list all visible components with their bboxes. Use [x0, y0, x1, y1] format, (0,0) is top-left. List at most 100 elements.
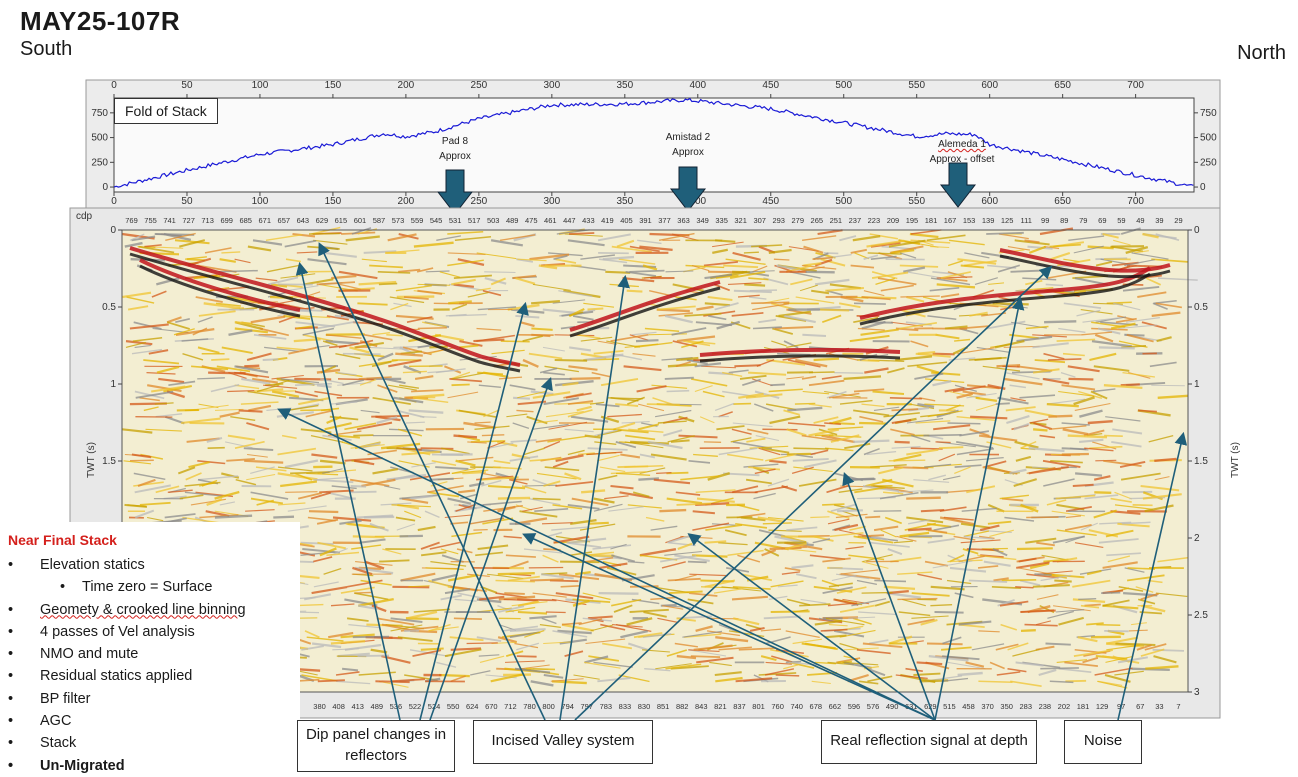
cdp-tick-label-top: 153	[963, 216, 976, 225]
seismic-wiggle	[715, 240, 735, 242]
cdp-tick-label-top: 685	[239, 216, 252, 225]
seismic-wiggle	[570, 378, 601, 379]
cdp-tick-label-bottom: 489	[371, 702, 384, 711]
fold-x-tick-label-bottom: 550	[908, 196, 925, 207]
seismic-wiggle	[692, 555, 728, 556]
seismic-wiggle	[810, 517, 829, 518]
seismic-wiggle	[221, 252, 240, 253]
cdp-tick-label-bottom: 202	[1058, 702, 1071, 711]
fold-x-tick-label-top: 250	[471, 80, 488, 91]
seismic-wiggle	[1020, 611, 1055, 613]
cdp-tick-label-top: 125	[1001, 216, 1014, 225]
cdp-tick-label-bottom: 408	[332, 702, 345, 711]
cdp-tick-label-top: 559	[411, 216, 424, 225]
cdp-tick-label-bottom: 380	[313, 702, 326, 711]
fold-x-tick-label-top: 700	[1127, 80, 1144, 91]
notes-list: Elevation statics Time zero = Surface Ge…	[0, 554, 300, 777]
seismic-wiggle	[688, 562, 707, 563]
seismic-wiggle	[309, 511, 338, 512]
cdp-tick-label-bottom: 33	[1155, 702, 1163, 711]
cdp-tick-label-top: 99	[1041, 216, 1049, 225]
seismic-wiggle	[353, 536, 385, 537]
seismic-wiggle	[1011, 271, 1044, 272]
cdp-tick-label-bottom: 780	[523, 702, 536, 711]
cdp-tick-label-bottom: 181	[1077, 702, 1090, 711]
cdp-tick-label-top: 49	[1136, 216, 1144, 225]
twt-axis-label-right: TWT (s)	[1230, 442, 1241, 478]
fold-x-tick-label-top: 550	[908, 80, 925, 91]
well-label-amistad2: Amistad 2 Approx	[652, 130, 724, 160]
seismic-wiggle	[656, 473, 671, 474]
seismic-wiggle	[793, 448, 828, 449]
cdp-tick-label-bottom: 837	[733, 702, 746, 711]
fold-x-tick-label-top: 600	[981, 80, 998, 91]
seismic-wiggle	[822, 504, 844, 505]
seismic-wiggle	[935, 612, 964, 613]
seismic-wiggle	[763, 523, 792, 524]
seismic-wiggle	[1046, 644, 1071, 645]
cdp-tick-label-top: 769	[125, 216, 138, 225]
seismic-wiggle	[454, 618, 482, 619]
cdp-tick-label-bottom: 458	[962, 702, 975, 711]
twt-tick-label-left: 0.5	[102, 302, 116, 313]
well-note: Approx	[652, 145, 724, 160]
twt-tick-label-right: 1.5	[1194, 456, 1208, 467]
fold-x-tick-label-bottom: 250	[471, 196, 488, 207]
cdp-tick-label-top: 111	[1020, 216, 1031, 225]
seismic-wiggle	[859, 423, 887, 424]
list-item-text: Geomety & crooked line binning	[40, 602, 246, 618]
cdp-tick-label-top: 209	[887, 216, 900, 225]
seismic-wiggle	[1033, 429, 1047, 430]
seismic-wiggle	[854, 303, 886, 304]
seismic-wiggle	[599, 593, 639, 594]
cdp-axis-label: cdp	[76, 211, 93, 222]
cdp-tick-label-bottom: 624	[466, 702, 479, 711]
seismic-wiggle	[452, 385, 470, 386]
seismic-wiggle	[358, 656, 390, 657]
seismic-wiggle	[691, 656, 720, 657]
seismic-wiggle	[636, 340, 659, 341]
well-name: Pad 8	[425, 134, 485, 149]
cdp-tick-label-bottom: 596	[848, 702, 861, 711]
cdp-tick-label-bottom: 550	[447, 702, 460, 711]
seismic-wiggle	[1034, 574, 1051, 575]
seismic-wiggle	[421, 448, 454, 449]
seismic-wiggle	[933, 354, 955, 355]
fold-y-tick-label-right: 250	[1200, 157, 1217, 168]
cdp-tick-label-bottom: 801	[752, 702, 765, 711]
seismic-wiggle	[858, 535, 884, 536]
seismic-wiggle	[848, 479, 876, 480]
cdp-tick-label-top: 265	[811, 216, 824, 225]
cdp-tick-label-bottom: 370	[981, 702, 994, 711]
well-name: Alemeda 1	[912, 137, 1012, 152]
cdp-tick-label-top: 629	[316, 216, 329, 225]
seismic-wiggle	[211, 359, 229, 360]
well-name: Amistad 2	[652, 130, 724, 145]
cdp-tick-label-bottom: 515	[943, 702, 956, 711]
seismic-wiggle	[993, 303, 1029, 304]
seismic-wiggle	[890, 398, 922, 399]
seismic-wiggle	[418, 328, 447, 329]
well-label-pad8: Pad 8 Approx	[425, 134, 485, 164]
seismic-wiggle	[530, 579, 564, 580]
cdp-tick-label-bottom: 821	[714, 702, 727, 711]
seismic-wiggle	[353, 637, 389, 638]
seismic-wiggle	[744, 252, 759, 253]
twt-tick-label-right: 0.5	[1194, 302, 1208, 313]
fold-y-tick-label-right: 0	[1200, 182, 1206, 193]
cdp-tick-label-top: 223	[868, 216, 881, 225]
fold-x-tick-label-bottom: 450	[762, 196, 779, 207]
fold-x-tick-label-bottom: 0	[111, 196, 117, 207]
seismic-wiggle	[471, 441, 506, 442]
cdp-tick-label-bottom: 794	[561, 702, 574, 711]
seismic-wiggle	[285, 492, 317, 493]
cdp-tick-label-bottom: 678	[810, 702, 823, 711]
seismic-wiggle	[774, 259, 790, 260]
seismic-wiggle	[272, 391, 296, 392]
seismic-wiggle	[364, 517, 394, 518]
callout-incised-valley: Incised Valley system	[473, 720, 653, 764]
cdp-tick-label-bottom: 67	[1136, 702, 1144, 711]
fold-x-tick-label-bottom: 50	[181, 196, 193, 207]
seismic-wiggle	[1062, 454, 1089, 455]
cdp-tick-label-bottom: 843	[695, 702, 708, 711]
